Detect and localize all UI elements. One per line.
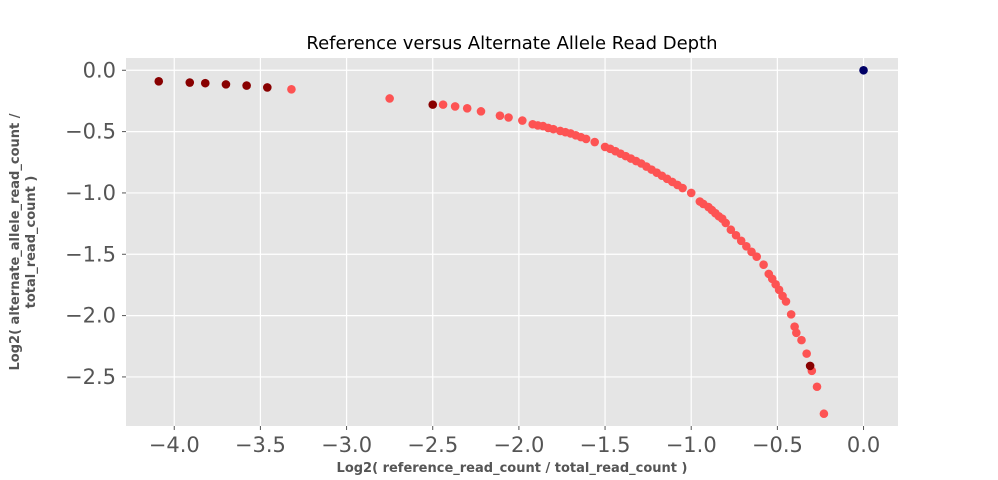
- scatter-point: [786, 310, 796, 319]
- scatter-point: [686, 188, 696, 198]
- scatter-point: [792, 328, 801, 338]
- y-tick-label: −1.5: [65, 242, 116, 266]
- x-tick-label: −3.0: [321, 433, 372, 457]
- scatter-point: [287, 84, 296, 94]
- scatter-point: [759, 260, 768, 269]
- y-axis-label-line-2: total_read_count ): [24, 176, 39, 309]
- x-tick-label: 0.0: [847, 433, 880, 457]
- scatter-point: [154, 77, 164, 86]
- scatter-point: [428, 100, 438, 109]
- scatter-point: [819, 409, 829, 419]
- scatter-point: [752, 252, 761, 262]
- x-axis-ticks: −4.0 −3.5 −3.0 −2.5 −2.0 −1.5 −1.0 −0.5 0.0: [149, 426, 880, 457]
- scatter-point: [462, 103, 472, 113]
- scatter-point: [581, 134, 591, 144]
- chart-title: Reference versus Alternate Allele Read D…: [306, 33, 717, 54]
- grid: [126, 58, 898, 426]
- y-tick-label: −2.5: [65, 365, 116, 389]
- scatter-point: [742, 241, 751, 251]
- scatter-point: [781, 297, 791, 306]
- y-tick-label: −0.5: [65, 120, 116, 144]
- scatter-point: [504, 113, 513, 122]
- data-points: [154, 65, 868, 419]
- scatter-point: [518, 116, 527, 125]
- y-tick-label: −2.0: [65, 304, 116, 328]
- scatter-point: [263, 83, 272, 92]
- scatter-point: [438, 100, 448, 109]
- plot-area: [126, 58, 898, 426]
- scatter-point: [221, 80, 231, 89]
- scatter-point: [802, 349, 811, 358]
- scatter-point: [549, 124, 558, 134]
- scatter-point: [721, 218, 730, 228]
- scatter-point: [812, 382, 822, 392]
- x-tick-label: −4.0: [149, 433, 200, 457]
- y-tick-label: 0.0: [83, 58, 116, 82]
- x-tick-label: −0.5: [752, 433, 803, 457]
- y-axis-ticks: 0.0 −0.5 −1.0 −1.5 −2.0 −2.5: [65, 58, 126, 389]
- scatter-point: [200, 78, 210, 88]
- scatter-point: [185, 78, 195, 87]
- scatter-point: [495, 111, 505, 120]
- scatter-point: [450, 102, 460, 111]
- scatter-point: [736, 236, 746, 246]
- scatter-point: [805, 361, 815, 371]
- scatter-point: [678, 183, 687, 193]
- scatter-point: [590, 137, 600, 147]
- scatter-point: [385, 94, 394, 103]
- scatter-point: [242, 81, 251, 90]
- x-tick-label: −2.5: [407, 433, 458, 457]
- y-axis-label-line-1: Log2( alternate_allele_read_count /: [8, 113, 23, 370]
- x-tick-label: −1.0: [666, 433, 717, 457]
- x-tick-label: −2.0: [493, 433, 544, 457]
- scatter-point: [476, 107, 486, 116]
- x-tick-label: −3.5: [235, 433, 286, 457]
- scatter-point: [797, 335, 806, 345]
- x-axis-label: Log2( reference_read_count / total_read_…: [337, 461, 688, 476]
- scatter-point: [859, 65, 868, 75]
- scatter-point: [726, 225, 736, 235]
- x-tick-label: −1.5: [580, 433, 631, 457]
- scatter-point: [731, 230, 741, 240]
- y-tick-label: −1.0: [65, 181, 116, 205]
